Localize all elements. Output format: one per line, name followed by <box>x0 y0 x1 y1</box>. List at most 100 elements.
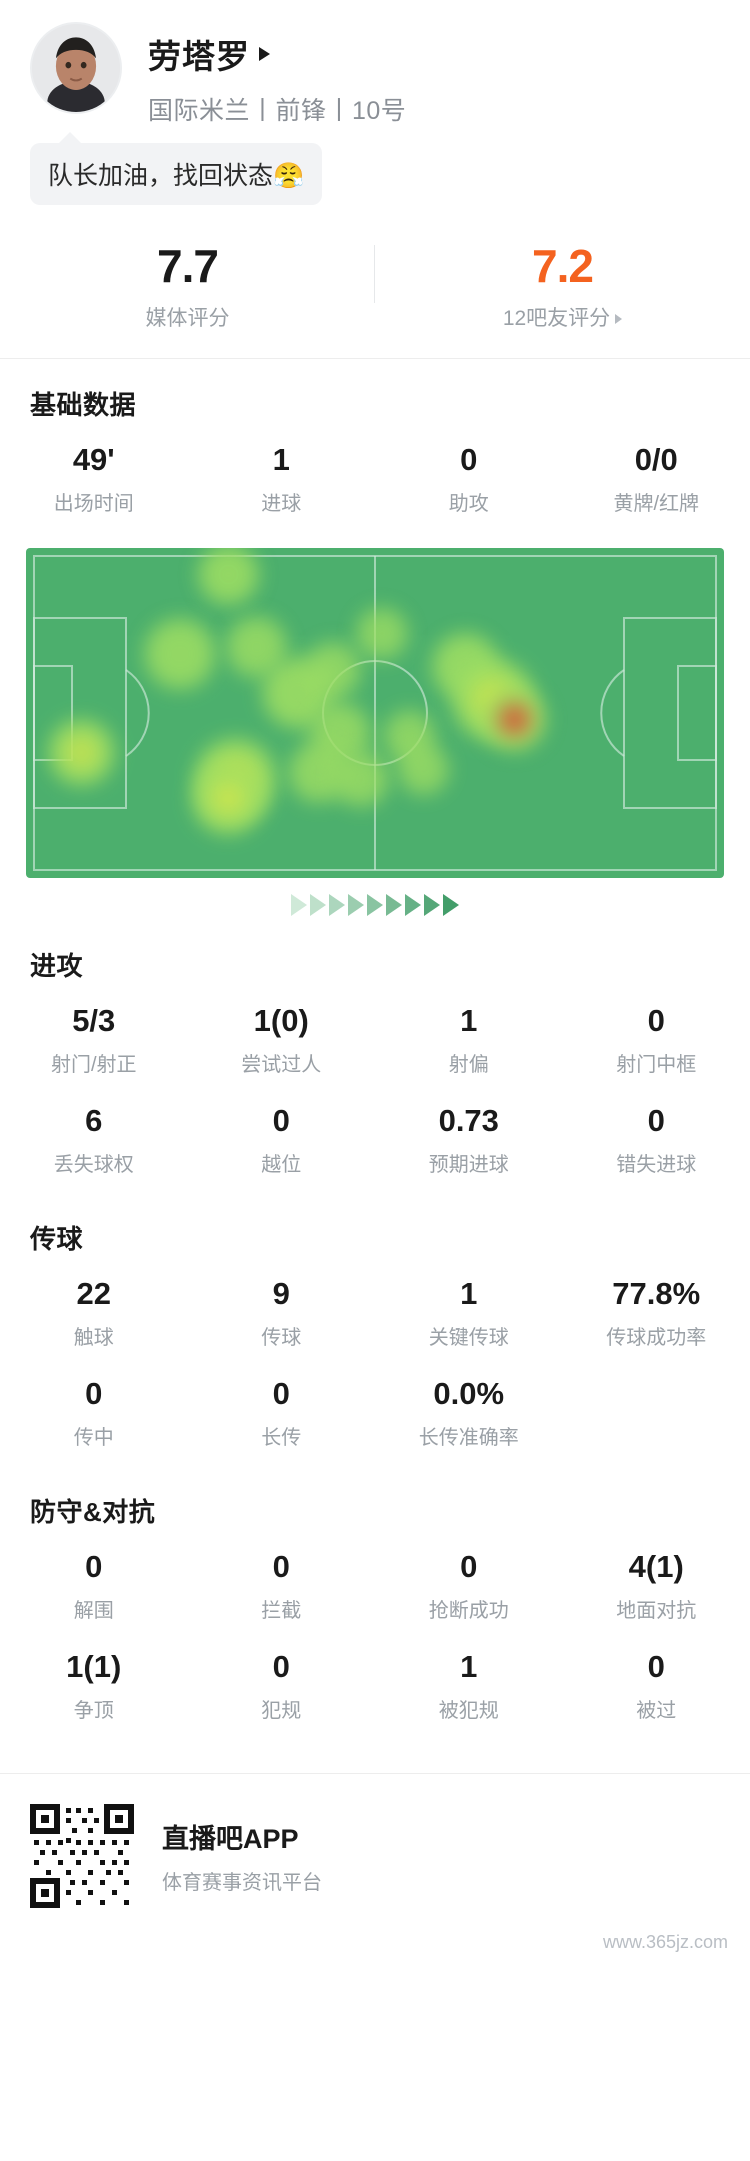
stat-label: 黄牌/红牌 <box>613 493 700 515</box>
media-rating-value: 7.7 <box>157 240 219 292</box>
media-rating-label: 媒体评分 <box>145 307 230 330</box>
stat-value: 0.0% <box>433 1376 505 1411</box>
stat-label: 被过 <box>636 1700 677 1722</box>
stat-value: 9 <box>272 1276 290 1311</box>
stat-label: 丢失球权 <box>53 1154 134 1176</box>
stat-label: 被犯规 <box>438 1700 499 1722</box>
stat-value: 0/0 <box>634 442 678 477</box>
stat-touches: 22 触球 <box>0 1276 188 1350</box>
stat-dribbles: 1(0) 尝试过人 <box>188 1003 376 1077</box>
stat-value: 1 <box>460 1003 478 1038</box>
stat-value: 5/3 <box>72 1003 116 1038</box>
stat-value: 0 <box>272 1376 290 1411</box>
stat-empty <box>563 1376 750 1450</box>
comment-bubble[interactable]: 队长加油，找回状态😤 <box>30 132 323 205</box>
media-rating: 7.7 媒体评分 <box>0 239 375 332</box>
stat-label: 传球 <box>261 1327 302 1349</box>
chevron-right-icon[interactable] <box>259 47 270 61</box>
stat-value: 0 <box>647 1649 665 1684</box>
stat-minutes: 49' 出场时间 <box>0 442 188 516</box>
stat-value: 0 <box>85 1376 103 1411</box>
fans-rating[interactable]: 7.2 12吧友评分 <box>375 239 750 332</box>
stat-value: 0 <box>647 1103 665 1138</box>
stat-aerial-duels: 1(1) 争顶 <box>0 1649 188 1723</box>
stat-value: 0 <box>647 1003 665 1038</box>
stat-goals: 1 进球 <box>188 442 376 516</box>
stat-cards: 0/0 黄牌/红牌 <box>563 442 750 516</box>
stat-value: 1 <box>272 442 290 477</box>
fans-rating-label-text: 12吧友评分 <box>502 307 611 330</box>
arrow-icon <box>291 894 307 916</box>
chevron-right-small-icon[interactable] <box>615 314 623 324</box>
direction-arrows <box>26 878 724 920</box>
site-watermark: www.365jz.com <box>602 1932 728 1952</box>
stat-xg: 0.73 预期进球 <box>375 1103 563 1177</box>
stat-label: 预期进球 <box>428 1154 509 1176</box>
arrow-icon <box>405 894 421 916</box>
heat-blob <box>45 716 119 789</box>
stat-row: 5/3 射门/射正 1(0) 尝试过人 1 射偏 0 射门中框 <box>0 993 750 1093</box>
stat-value: 1(1) <box>66 1649 122 1684</box>
heat-blob <box>140 614 219 693</box>
stat-long-ball-accuracy: 0.0% 长传准确率 <box>375 1376 563 1450</box>
arrow-icon <box>443 894 459 916</box>
app-name: 直播吧APP <box>162 1824 299 1854</box>
stat-label: 射偏 <box>448 1054 489 1076</box>
comment-bubble-wrap: 队长加油，找回状态😤 <box>0 127 750 205</box>
heat-blob <box>353 605 411 663</box>
stat-crosses: 0 传中 <box>0 1376 188 1450</box>
stat-value: 0 <box>460 442 478 477</box>
stat-value: 4(1) <box>628 1549 684 1584</box>
stat-value: 1(0) <box>253 1003 309 1038</box>
fans-rating-label[interactable]: 12吧友评分 <box>375 302 750 332</box>
stat-label: 长传准确率 <box>418 1427 519 1449</box>
section-basic: 基础数据 49' 出场时间 1 进球 0 助攻 0/0 黄牌/红牌 <box>0 359 750 532</box>
stat-value: 6 <box>85 1103 103 1138</box>
stat-clearances: 0 解围 <box>0 1549 188 1623</box>
arrow-icon <box>424 894 440 916</box>
section-passing-title: 传球 <box>30 1224 84 1254</box>
arrow-icon <box>310 894 326 916</box>
stat-row: 49' 出场时间 1 进球 0 助攻 0/0 黄牌/红牌 <box>0 432 750 532</box>
section-attack-title: 进攻 <box>30 951 84 981</box>
stat-fouls: 0 犯规 <box>188 1649 376 1723</box>
heat-blob <box>480 685 549 754</box>
player-identity: 劳塔罗 国际米兰丨前锋丨10号 <box>148 22 406 127</box>
heat-blob <box>189 759 268 838</box>
section-passing: 传球 22 触球 9 传球 1 关键传球 77.8% 传球成功率 0 传中 <box>0 1193 750 1466</box>
player-name-row[interactable]: 劳塔罗 <box>148 30 406 78</box>
stat-label: 触球 <box>73 1327 114 1349</box>
stat-long-balls: 0 长传 <box>188 1376 376 1450</box>
app-footer: 直播吧APP 体育赛事资讯平台 <box>0 1773 750 1926</box>
stat-dribbled-past: 0 被过 <box>563 1649 750 1723</box>
stat-value: 1 <box>460 1649 478 1684</box>
arrow-icon <box>386 894 402 916</box>
player-meta: 国际米兰丨前锋丨10号 <box>148 97 407 125</box>
stat-woodwork: 0 射门中框 <box>563 1003 750 1077</box>
ratings-row: 7.7 媒体评分 7.2 12吧友评分 <box>0 205 750 358</box>
stat-row: 22 触球 9 传球 1 关键传球 77.8% 传球成功率 <box>0 1266 750 1366</box>
stat-row: 0 解围 0 拦截 0 抢断成功 4(1) 地面对抗 <box>0 1539 750 1639</box>
fans-rating-value: 7.2 <box>532 240 594 292</box>
avatar[interactable] <box>30 22 122 114</box>
stat-value: 0 <box>85 1549 103 1584</box>
stat-label: 射门/射正 <box>50 1054 137 1076</box>
stat-label: 尝试过人 <box>241 1054 322 1076</box>
section-defense-title: 防守&对抗 <box>30 1497 156 1527</box>
stat-label: 进球 <box>261 493 302 515</box>
stat-value: 77.8% <box>612 1276 701 1311</box>
stat-value: 49' <box>72 442 115 477</box>
stat-label: 助攻 <box>448 493 489 515</box>
stat-interceptions: 0 拦截 <box>188 1549 376 1623</box>
stat-shots-off: 1 射偏 <box>375 1003 563 1077</box>
qr-code-svg <box>30 1804 134 1908</box>
app-subtitle: 体育赛事资讯平台 <box>162 1872 322 1894</box>
stat-value: 1 <box>460 1276 478 1311</box>
stat-value: 0 <box>272 1549 290 1584</box>
stat-possession-lost: 6 丢失球权 <box>0 1103 188 1177</box>
stat-fouled: 1 被犯规 <box>375 1649 563 1723</box>
qr-code-icon[interactable] <box>30 1804 134 1908</box>
stat-label: 争顶 <box>73 1700 114 1722</box>
heatmap-pitch[interactable] <box>26 548 724 878</box>
